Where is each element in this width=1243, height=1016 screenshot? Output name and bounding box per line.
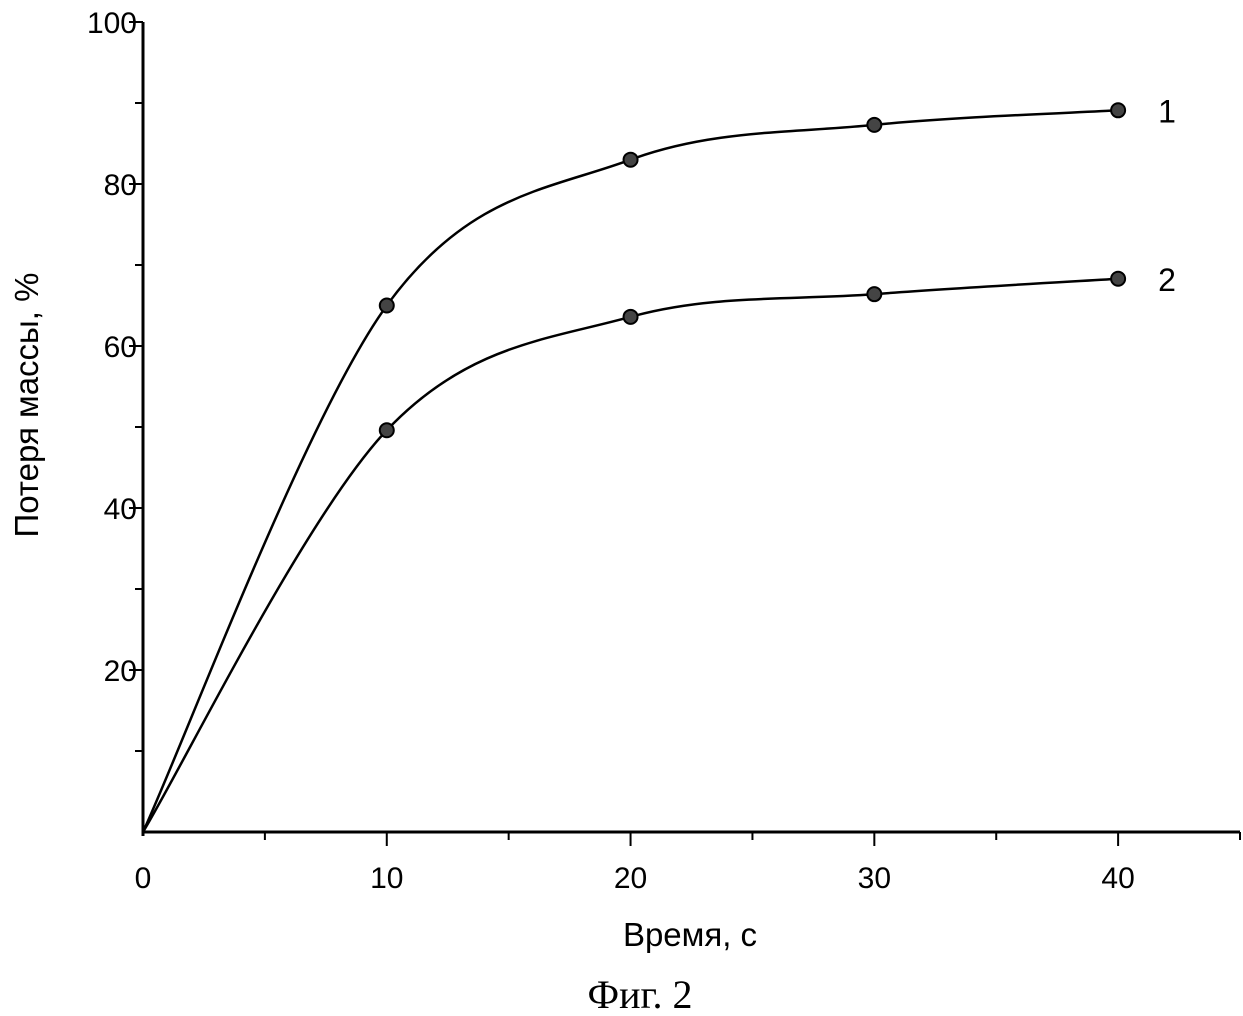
x-tick-label: 20 — [614, 862, 647, 895]
series-1-label: 1 — [1158, 93, 1176, 129]
y-tick-label: 100 — [87, 7, 137, 40]
series-2-point — [624, 310, 638, 324]
y-axis-label: Потеря массы, % — [8, 273, 45, 538]
y-tick-label: 40 — [104, 493, 137, 526]
x-tick-label: 0 — [135, 862, 152, 895]
y-tick-label: 60 — [104, 331, 137, 364]
y-tick-label: 20 — [104, 655, 137, 688]
x-tick-label: 40 — [1101, 862, 1134, 895]
axes — [129, 22, 1240, 846]
series-1-point — [380, 299, 394, 313]
series-1-point — [867, 118, 881, 132]
series-2-point — [380, 423, 394, 437]
series-2-point — [867, 287, 881, 301]
x-axis-label: Время, с — [623, 916, 757, 953]
series-2-label: 2 — [1158, 262, 1176, 298]
x-tick-label: 30 — [858, 862, 891, 895]
figure-caption: Фиг. 2 — [588, 972, 693, 1016]
series-1-point — [624, 153, 638, 167]
x-tick-label: 10 — [370, 862, 403, 895]
series-2-line — [143, 279, 1118, 832]
labels-group: 0 10 20 30 40 20 40 60 80 100 Время, с Потеря массы… — [8, 7, 1176, 1016]
series-group — [143, 103, 1125, 832]
series-1-point — [1111, 103, 1125, 117]
chart: 0 10 20 30 40 20 40 60 80 100 Время, с Потеря массы… — [0, 0, 1243, 1016]
y-tick-label: 80 — [104, 169, 137, 202]
series-1-line — [143, 110, 1118, 832]
series-2-point — [1111, 272, 1125, 286]
